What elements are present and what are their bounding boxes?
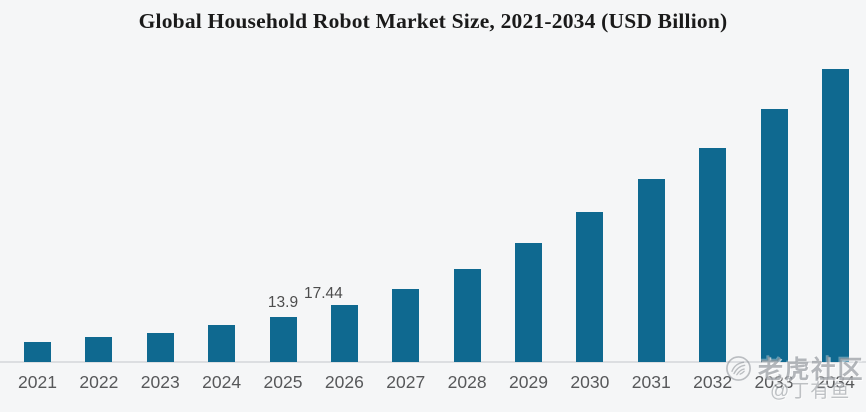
bar-2032 <box>699 148 727 362</box>
watermark-author-text: @丁有鱼 <box>770 381 851 402</box>
bar-2023 <box>146 333 174 362</box>
x-tick-label: 2029 <box>509 372 548 392</box>
x-tick-label: 2032 <box>693 372 733 392</box>
bar-2029 <box>515 243 542 362</box>
x-tick-2024: 2024 <box>202 372 241 394</box>
chart-title: Global Household Robot Market Size, 2021… <box>138 9 728 33</box>
x-tick-label: 2027 <box>386 372 426 392</box>
bar-2033 <box>760 108 788 362</box>
bar-value-label-2025: 13.9 <box>267 293 299 311</box>
x-axis-tick-labels: 2021 2022 2023 2024 2025 2026 2027 2028 2029 2030… <box>18 372 855 394</box>
x-tick-label: 2024 <box>202 372 242 392</box>
bar-2031 <box>637 179 665 362</box>
x-tick-2029: 2029 <box>509 372 548 394</box>
x-tick-2032: 2032 <box>693 372 732 394</box>
plot-area: 13.9 17.44 <box>24 57 849 362</box>
x-tick-label: 2028 <box>447 372 487 392</box>
x-tick-label: 2021 <box>18 372 57 392</box>
bar-2024 <box>208 324 236 362</box>
x-tick-label: 2026 <box>324 372 364 392</box>
bar-2021 <box>24 341 51 362</box>
x-tick-2033: 2033 <box>755 372 794 394</box>
x-tick-label: 2022 <box>79 372 119 392</box>
x-tick-2023: 2023 <box>141 372 180 394</box>
bar-2022 <box>85 337 113 362</box>
watermark-community-text: 老虎社区 <box>758 356 865 384</box>
x-tick-label: 2034 <box>815 372 855 392</box>
x-tick-label: 2031 <box>631 372 671 392</box>
x-tick-label: 2030 <box>570 372 610 392</box>
bar-value-label-2026: 17.44 <box>303 285 343 303</box>
x-tick-2025: 2025 <box>264 372 303 394</box>
bar-2025: 13.9 <box>268 294 298 362</box>
x-tick-2021: 2021 <box>18 372 57 394</box>
bar-2034 <box>821 69 849 362</box>
x-tick-2026: 2026 <box>325 372 364 394</box>
x-tick-2030: 2030 <box>570 372 609 394</box>
bar-2026: 17.44 <box>304 285 358 362</box>
x-tick-2034: 2034 <box>816 372 855 394</box>
watermark: 老虎社区 <box>725 350 864 386</box>
bar-2027 <box>392 288 420 362</box>
x-tick-2027: 2027 <box>386 372 425 394</box>
bar-2030 <box>576 211 604 362</box>
x-tick-2031: 2031 <box>632 372 671 394</box>
tiger-logo-icon <box>726 355 751 381</box>
x-tick-label: 2033 <box>754 372 794 392</box>
x-tick-2028: 2028 <box>448 372 487 394</box>
x-tick-label: 2023 <box>140 372 180 392</box>
x-tick-label: 2025 <box>263 372 303 392</box>
x-tick-2022: 2022 <box>79 372 118 394</box>
x-axis-line <box>0 361 866 363</box>
bar-2028 <box>453 269 481 362</box>
